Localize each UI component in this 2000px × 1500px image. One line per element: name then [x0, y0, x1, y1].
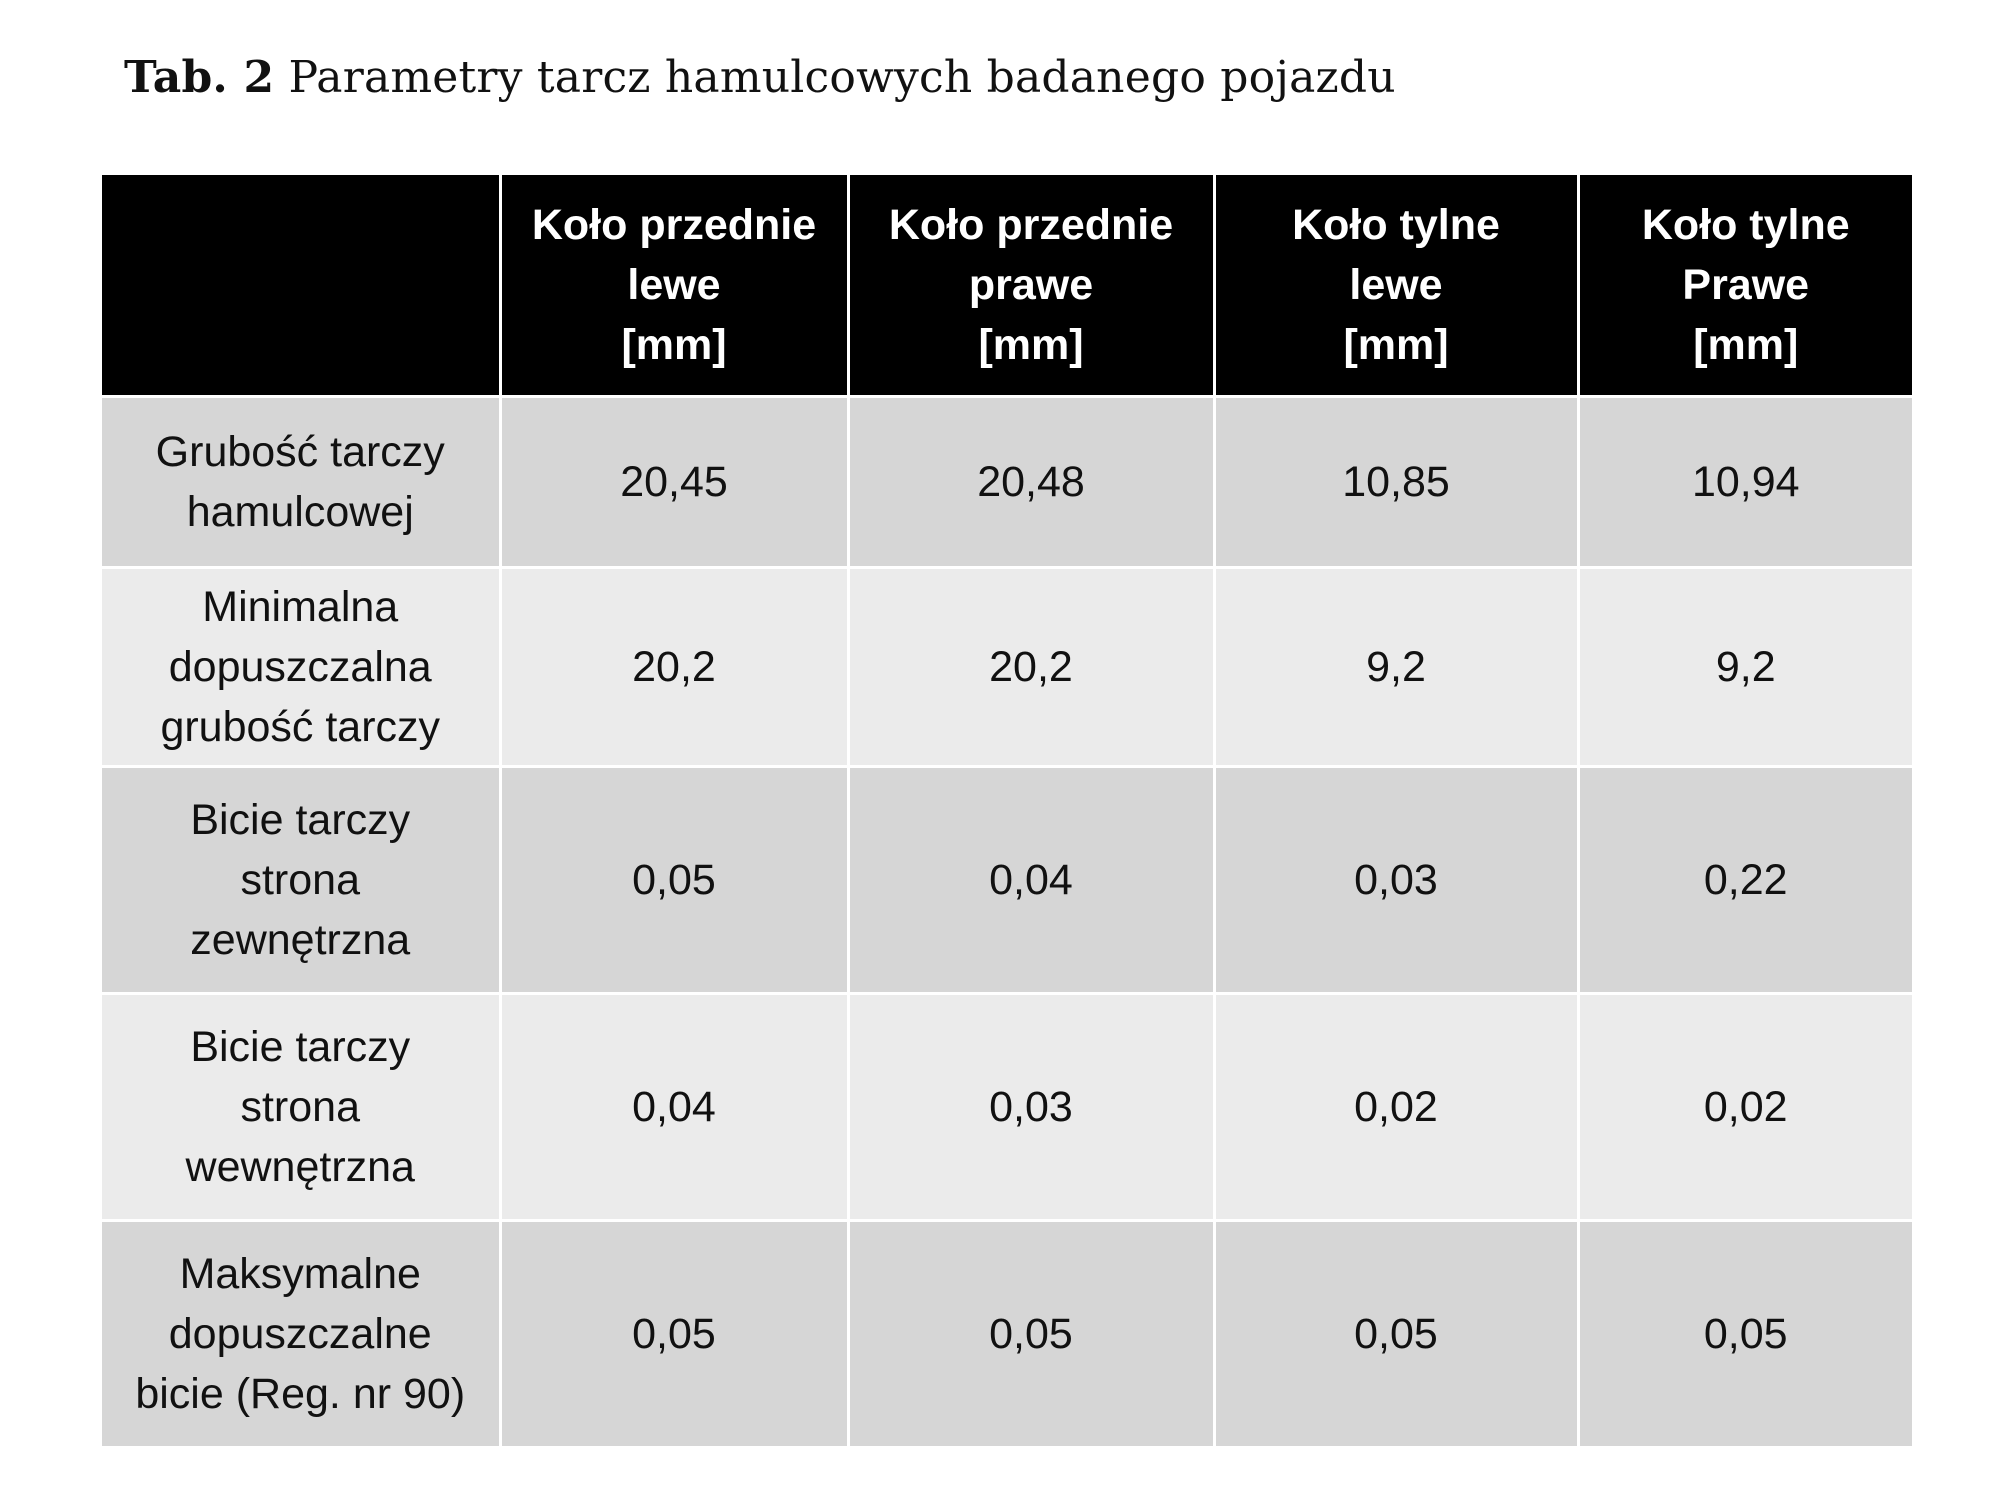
table-cell: 0,04 [498, 992, 850, 1222]
table-cell: 20,45 [498, 395, 850, 569]
table-cell: 0,05 [498, 765, 850, 995]
table-cell: 0,04 [846, 765, 1216, 995]
row-label-cell: Maksymalne dopuszczalne bicie (Reg. nr 9… [102, 1219, 502, 1446]
table-cell: 9,2 [1576, 566, 1912, 768]
row-label-cell: Grubość tarczy hamulcowej [102, 395, 502, 569]
table-cell: 10,94 [1576, 395, 1912, 569]
table-row-disc-thickness: Grubość tarczy hamulcowej 20,45 20,48 10… [102, 395, 1912, 569]
table-cell: 0,05 [1576, 1219, 1912, 1446]
brake-disc-parameters-table: Koło przednie lewe [mm] Koło przednie pr… [102, 175, 1912, 1446]
table-caption-text: Parametry tarcz hamulcowych badanego poj… [288, 52, 1396, 103]
table-caption-label: Tab. 2 [124, 52, 275, 103]
row-label-cell: Bicie tarczy strona wewnętrzna [102, 992, 502, 1222]
table-cell: 20,2 [498, 566, 850, 768]
table-row-runout-inner: Bicie tarczy strona wewnętrzna 0,04 0,03… [102, 992, 1912, 1222]
table-cell: 20,48 [846, 395, 1216, 569]
table-cell: 0,05 [1212, 1219, 1580, 1446]
header-corner-cell [102, 175, 502, 398]
header-cell-front-left: Koło przednie lewe [mm] [498, 175, 850, 398]
header-cell-front-right: Koło przednie prawe [mm] [846, 175, 1216, 398]
table-cell: 9,2 [1212, 566, 1580, 768]
table-cell: 0,03 [1212, 765, 1580, 995]
table-cell: 20,2 [846, 566, 1216, 768]
table-cell: 0,22 [1576, 765, 1912, 995]
table-row-max-runout: Maksymalne dopuszczalne bicie (Reg. nr 9… [102, 1219, 1912, 1446]
header-cell-rear-left: Koło tylne lewe [mm] [1212, 175, 1580, 398]
table-cell: 10,85 [1212, 395, 1580, 569]
table-header-row: Koło przednie lewe [mm] Koło przednie pr… [102, 175, 1912, 398]
table-cell: 0,05 [498, 1219, 850, 1446]
row-label-cell: Minimalna dopuszczalna grubość tarczy [102, 566, 502, 768]
table-cell: 0,02 [1576, 992, 1912, 1222]
table-cell: 0,03 [846, 992, 1216, 1222]
row-label-cell: Bicie tarczy strona zewnętrzna [102, 765, 502, 995]
table-row-runout-outer: Bicie tarczy strona zewnętrzna 0,05 0,04… [102, 765, 1912, 995]
table-row-min-thickness: Minimalna dopuszczalna grubość tarczy 20… [102, 566, 1912, 768]
table-cell: 0,05 [846, 1219, 1216, 1446]
header-cell-rear-right: Koło tylne Prawe [mm] [1576, 175, 1912, 398]
table-caption: Tab. 2 Parametry tarcz hamulcowych badan… [124, 52, 1396, 103]
table-cell: 0,02 [1212, 992, 1580, 1222]
